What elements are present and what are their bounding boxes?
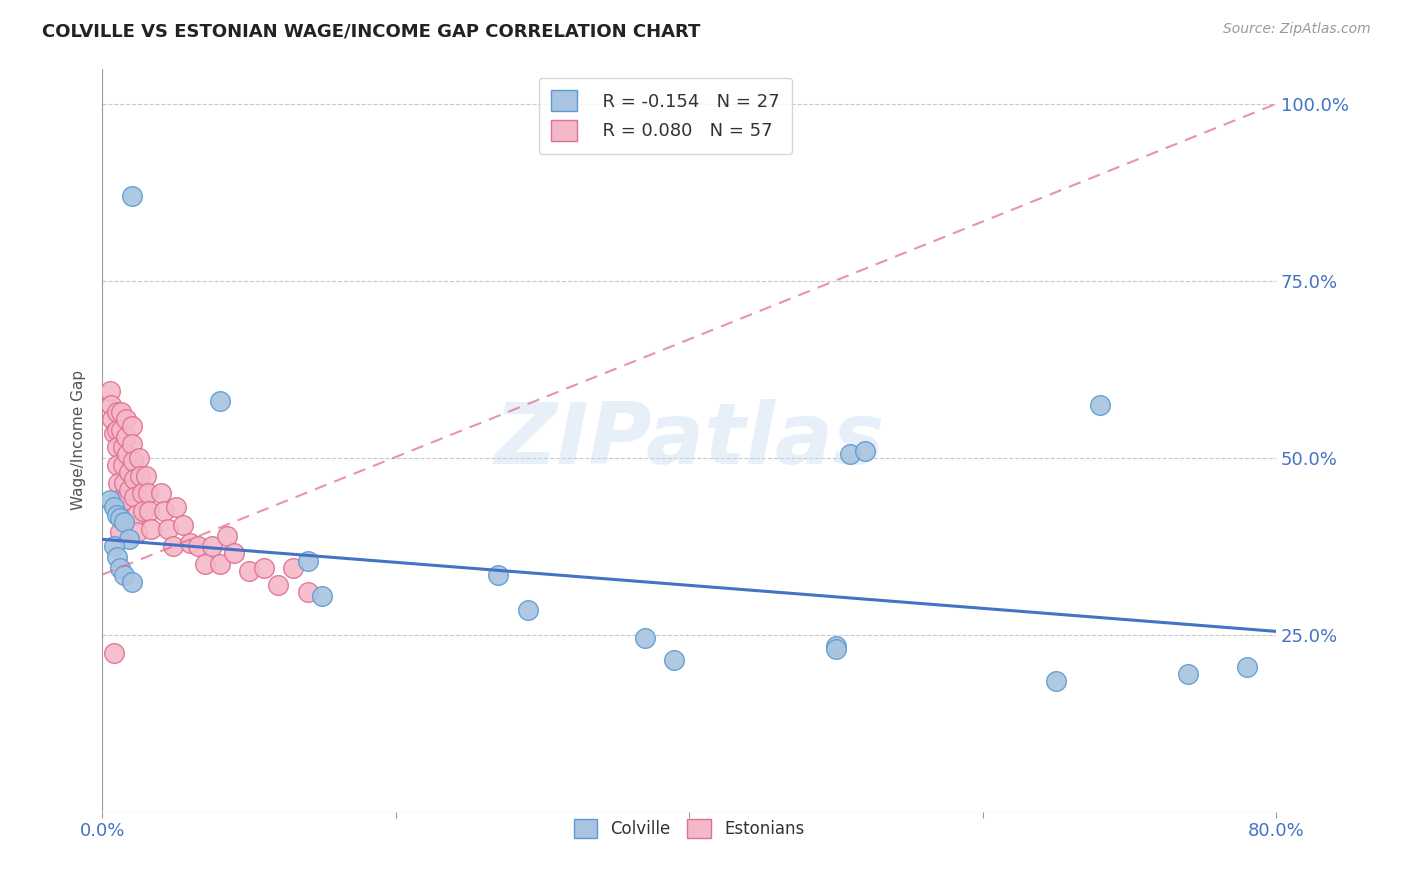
Point [105, 508, 128, 522]
Point [101, 412, 124, 426]
Point [111, 440, 134, 454]
Point [208, 557, 231, 571]
Point [853, 443, 876, 458]
Point [112, 567, 135, 582]
Point [149, 486, 172, 500]
Point [114, 430, 136, 444]
Point [124, 472, 146, 486]
Point [238, 564, 260, 578]
Point [114, 412, 136, 426]
Point [108, 511, 131, 525]
Point [117, 465, 139, 479]
Point [165, 500, 187, 515]
Point [1236, 659, 1258, 673]
Point [1177, 666, 1199, 681]
Point [127, 525, 149, 540]
Point [153, 504, 176, 518]
Point [121, 189, 143, 203]
Point [267, 578, 290, 592]
Point [105, 440, 128, 454]
Point [112, 475, 135, 490]
Point [297, 585, 319, 599]
Point [121, 574, 143, 589]
Point [664, 653, 686, 667]
Point [103, 540, 125, 554]
Point [201, 540, 224, 554]
Point [105, 405, 128, 419]
Text: COLVILLE VS ESTONIAN WAGE/INCOME GAP CORRELATION CHART: COLVILLE VS ESTONIAN WAGE/INCOME GAP COR… [42, 22, 700, 40]
Point [311, 589, 333, 603]
Point [107, 493, 129, 508]
Point [128, 450, 150, 465]
Point [98, 493, 121, 508]
Point [252, 560, 274, 574]
Point [824, 642, 846, 657]
Point [162, 540, 184, 554]
Point [516, 603, 538, 617]
Point [634, 632, 657, 646]
Point [194, 557, 217, 571]
Point [297, 553, 319, 567]
Point [111, 458, 134, 472]
Point [110, 423, 132, 437]
Text: ZIPatlas: ZIPatlas [494, 399, 884, 482]
Point [486, 567, 509, 582]
Y-axis label: Wage/Income Gap: Wage/Income Gap [72, 370, 86, 510]
Point [172, 518, 194, 533]
Point [129, 468, 152, 483]
Point [112, 515, 135, 529]
Point [98, 384, 121, 398]
Point [103, 426, 125, 441]
Point [112, 493, 135, 508]
Point [105, 549, 128, 564]
Point [179, 536, 201, 550]
Point [187, 540, 209, 554]
Point [281, 560, 304, 574]
Point [110, 405, 132, 419]
Point [215, 529, 238, 543]
Point [125, 508, 148, 522]
Point [124, 490, 146, 504]
Point [1088, 398, 1111, 412]
Point [136, 486, 159, 500]
Point [139, 522, 162, 536]
Point [1045, 673, 1067, 688]
Point [108, 508, 131, 522]
Point [115, 447, 138, 461]
Point [208, 394, 231, 409]
Point [157, 522, 180, 536]
Point [107, 475, 129, 490]
Point [121, 436, 143, 450]
Point [131, 486, 153, 500]
Point [103, 646, 125, 660]
Point [138, 504, 160, 518]
Point [839, 447, 862, 461]
Point [117, 483, 139, 497]
Point [108, 525, 131, 540]
Point [132, 504, 155, 518]
Text: Source: ZipAtlas.com: Source: ZipAtlas.com [1223, 22, 1371, 37]
Point [224, 546, 246, 560]
Point [117, 533, 139, 547]
Point [108, 560, 131, 574]
Point [122, 454, 145, 468]
Point [824, 639, 846, 653]
Point [121, 419, 143, 434]
Point [103, 500, 125, 515]
Point [135, 468, 157, 483]
Point [100, 398, 122, 412]
Point [105, 458, 128, 472]
Legend: Colville, Estonians: Colville, Estonians [567, 812, 811, 845]
Point [105, 423, 128, 437]
